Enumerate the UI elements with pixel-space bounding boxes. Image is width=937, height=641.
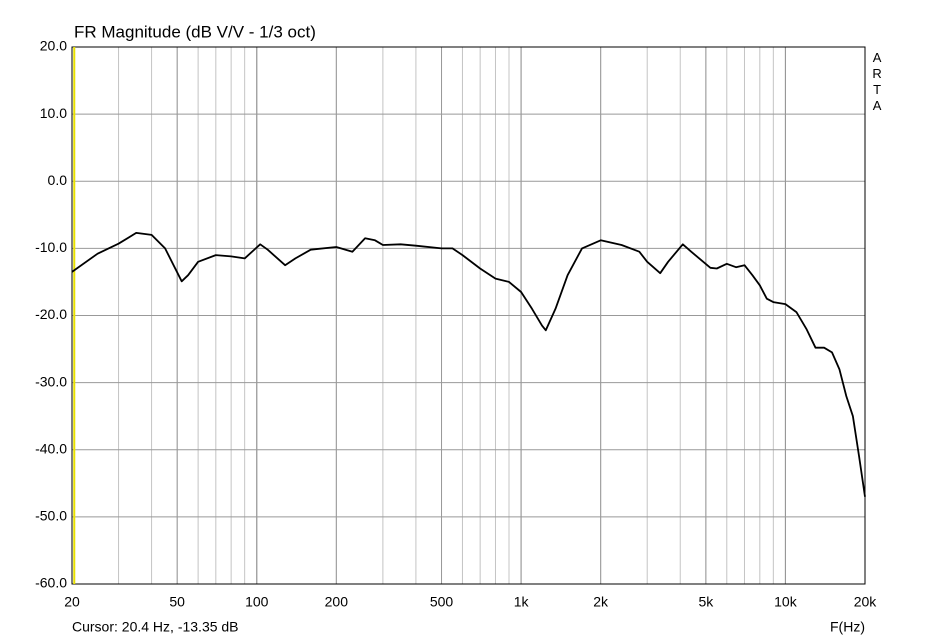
x-tick-label: 2k — [593, 594, 609, 610]
y-tick-label: -50.0 — [35, 508, 67, 524]
y-tick-label: 0.0 — [48, 172, 68, 188]
y-tick-label: -40.0 — [35, 440, 67, 456]
x-tick-label: 50 — [169, 594, 185, 610]
x-tick-label: 100 — [245, 594, 269, 610]
x-tick-label: 20k — [854, 594, 878, 610]
x-tick-label: 500 — [430, 594, 454, 610]
x-axis-label: F(Hz) — [830, 619, 865, 635]
y-tick-label: 10.0 — [40, 105, 67, 121]
x-tick-label: 20 — [64, 594, 80, 610]
y-tick-label: 20.0 — [40, 38, 67, 54]
data-line — [71, 232, 866, 497]
x-tick-label: 5k — [698, 594, 714, 610]
y-tick-label: -60.0 — [35, 575, 67, 591]
watermark: ARTA — [870, 50, 885, 114]
x-tick-label: 10k — [774, 594, 798, 610]
x-tick-label: 1k — [514, 594, 530, 610]
y-tick-label: -10.0 — [35, 239, 67, 255]
cursor-readout: Cursor: 20.4 Hz, -13.35 dB — [72, 619, 239, 635]
y-tick-label: -30.0 — [35, 373, 67, 389]
plot-frame — [71, 46, 866, 585]
y-tick-label: -20.0 — [35, 306, 67, 322]
x-tick-label: 200 — [325, 594, 349, 610]
chart-title: FR Magnitude (dB V/V - 1/3 oct) — [74, 22, 316, 41]
